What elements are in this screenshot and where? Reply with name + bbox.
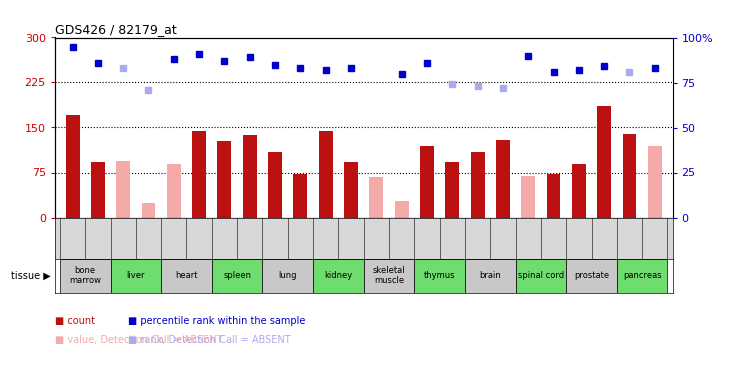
- Bar: [465, 259, 515, 292]
- Bar: [597, 106, 611, 218]
- Bar: [496, 140, 510, 218]
- Bar: [364, 259, 414, 292]
- Bar: [572, 164, 586, 218]
- Bar: [142, 202, 156, 217]
- Text: ■ count: ■ count: [55, 316, 95, 326]
- Bar: [293, 174, 307, 217]
- Bar: [161, 259, 212, 292]
- Text: spleen: spleen: [223, 271, 251, 280]
- Bar: [515, 259, 567, 292]
- Bar: [91, 162, 105, 218]
- Text: ■ value, Detection Call = ABSENT: ■ value, Detection Call = ABSENT: [55, 335, 222, 345]
- Text: ■ rank, Detection Call = ABSENT: ■ rank, Detection Call = ABSENT: [128, 335, 290, 345]
- Text: ■ percentile rank within the sample: ■ percentile rank within the sample: [128, 316, 306, 326]
- Bar: [60, 259, 110, 292]
- Bar: [110, 259, 161, 292]
- Text: kidney: kidney: [325, 271, 352, 280]
- Bar: [313, 259, 364, 292]
- Bar: [414, 259, 465, 292]
- Text: pancreas: pancreas: [623, 271, 662, 280]
- Text: thymus: thymus: [424, 271, 455, 280]
- Bar: [521, 176, 535, 217]
- Bar: [344, 162, 358, 218]
- Text: heart: heart: [175, 271, 197, 280]
- Bar: [445, 162, 459, 218]
- Bar: [395, 201, 409, 217]
- Bar: [319, 130, 333, 218]
- Text: GDS426 / 82179_at: GDS426 / 82179_at: [55, 23, 177, 36]
- Bar: [648, 146, 662, 218]
- Text: lung: lung: [279, 271, 297, 280]
- Bar: [66, 116, 80, 218]
- Bar: [547, 174, 561, 217]
- Bar: [212, 259, 262, 292]
- Bar: [243, 135, 257, 218]
- Bar: [262, 259, 313, 292]
- Text: liver: liver: [126, 271, 145, 280]
- Text: brain: brain: [480, 271, 501, 280]
- Text: spinal cord: spinal cord: [518, 271, 564, 280]
- Bar: [167, 164, 181, 218]
- Bar: [471, 152, 485, 217]
- Text: tissue ▶: tissue ▶: [12, 271, 51, 280]
- Bar: [623, 134, 637, 218]
- Text: skeletal
muscle: skeletal muscle: [373, 266, 405, 285]
- Bar: [268, 152, 282, 217]
- Bar: [369, 177, 383, 218]
- Bar: [116, 160, 130, 218]
- Bar: [420, 146, 434, 218]
- Bar: [218, 141, 232, 218]
- Text: prostate: prostate: [574, 271, 609, 280]
- Bar: [567, 259, 617, 292]
- Text: bone
marrow: bone marrow: [69, 266, 101, 285]
- Bar: [617, 259, 667, 292]
- Bar: [192, 130, 206, 218]
